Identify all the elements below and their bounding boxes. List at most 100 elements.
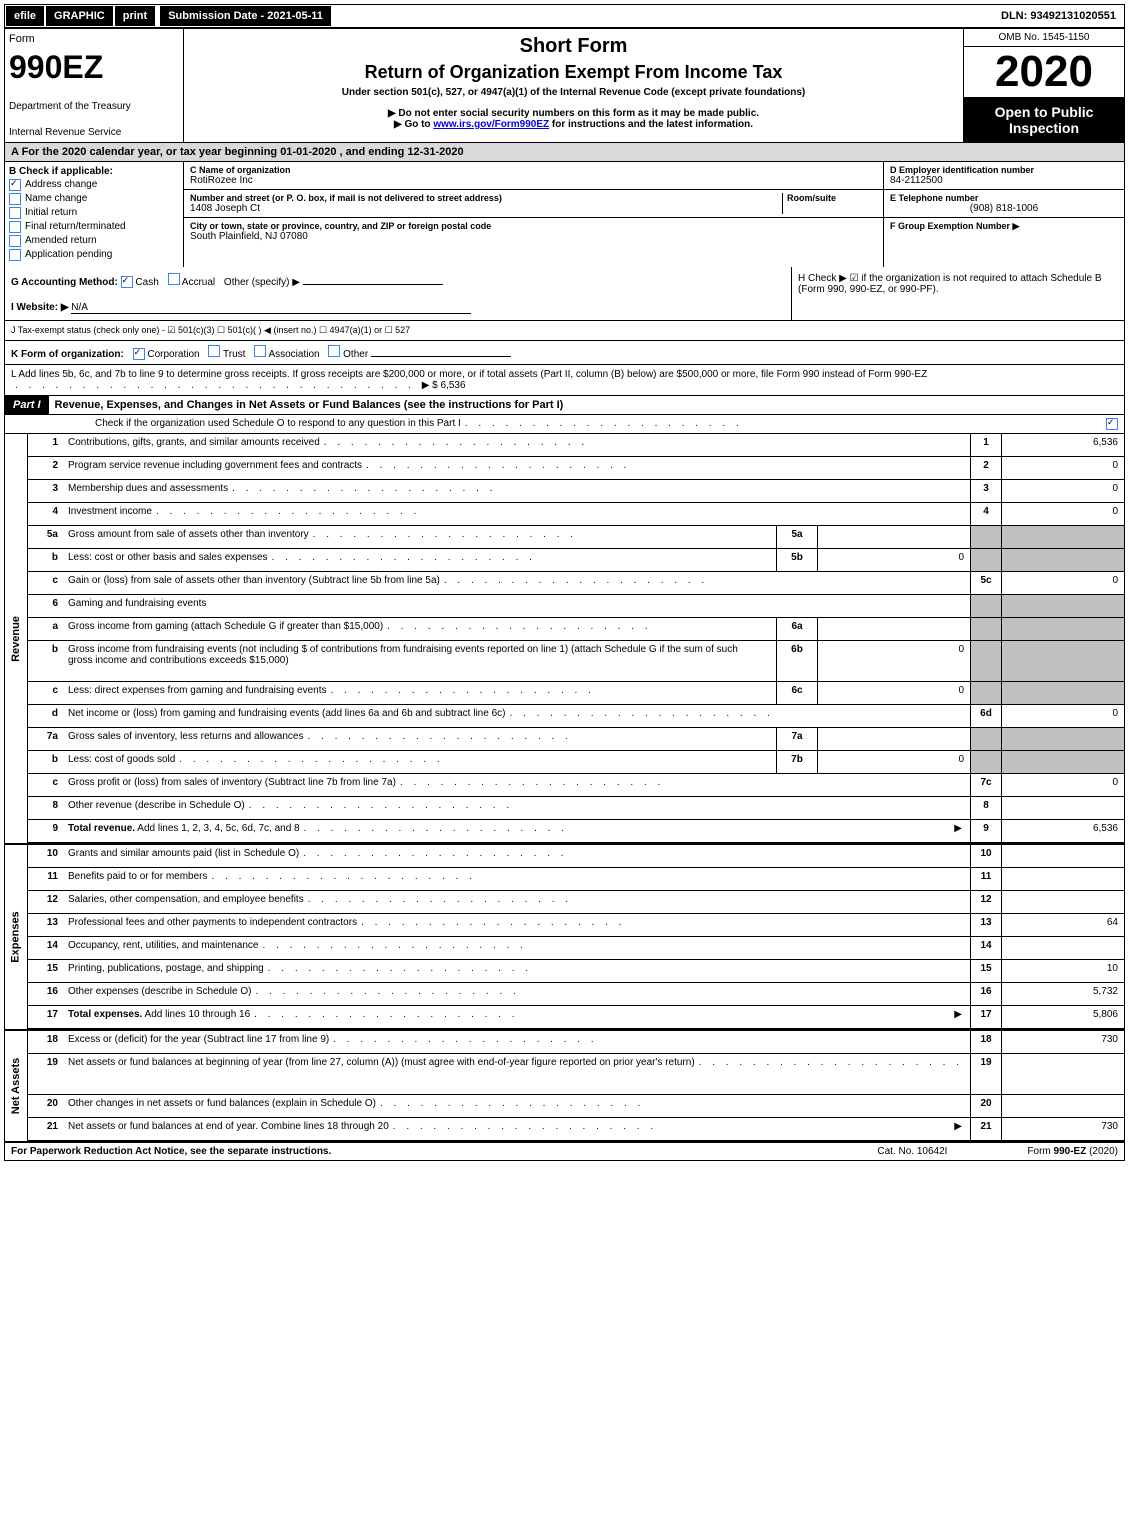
inner-val-5a <box>818 526 970 548</box>
footer-cat: Cat. No. 10642I <box>877 1146 947 1157</box>
chk-address-change[interactable] <box>9 179 21 191</box>
chk-name-change[interactable] <box>9 193 21 205</box>
chk-final-return[interactable] <box>9 221 21 233</box>
line-no: 11 <box>28 868 64 890</box>
form-number: 990EZ <box>9 49 179 86</box>
line-desc: Gaming and fundraising events <box>64 595 970 617</box>
line-6: 6Gaming and fundraising events <box>28 595 1124 618</box>
group-label: F Group Exemption Number ▶ <box>890 221 1118 232</box>
g-other-field[interactable] <box>303 284 443 285</box>
print-button[interactable]: print <box>114 5 156 27</box>
k-trust: Trust <box>223 349 245 360</box>
inner-box-5b: 5b <box>776 549 818 571</box>
g-acct-label: G Accounting Method: <box>11 277 118 288</box>
amt-col: 10 <box>1001 960 1124 982</box>
num-col: 8 <box>970 797 1001 819</box>
k-other: Other <box>343 349 368 360</box>
part1-check-row: Check if the organization used Schedule … <box>4 415 1125 434</box>
efile-button[interactable]: efile <box>5 5 45 27</box>
line-15: 15Printing, publications, postage, and s… <box>28 960 1124 983</box>
inner-val-7b: 0 <box>818 751 970 773</box>
line-desc: Net assets or fund balances at end of ye… <box>64 1118 970 1140</box>
k-other-field[interactable] <box>371 356 511 357</box>
line-desc: Gross amount from sale of assets other t… <box>64 526 776 548</box>
line-desc: Membership dues and assessments. . . . .… <box>64 480 970 502</box>
line-desc: Other expenses (describe in Schedule O).… <box>64 983 970 1005</box>
line-desc: Other revenue (describe in Schedule O). … <box>64 797 970 819</box>
num-col: 19 <box>970 1054 1001 1094</box>
k-corp: Corporation <box>147 349 199 360</box>
amt-col: 6,536 <box>1001 434 1124 456</box>
line-no: 20 <box>28 1095 64 1117</box>
line-no: b <box>28 751 64 773</box>
chk-corp[interactable] <box>133 348 145 360</box>
line-no: 19 <box>28 1054 64 1094</box>
amt-col <box>1001 549 1124 571</box>
chk-application-pending[interactable] <box>9 249 21 261</box>
line-9: 9Total revenue. Add lines 1, 2, 3, 4, 5c… <box>28 820 1124 843</box>
inspect-1: Open to Public <box>970 104 1118 120</box>
k-label: K Form of organization: <box>11 349 124 360</box>
b-item-2: Initial return <box>25 207 77 219</box>
amt-col <box>1001 595 1124 617</box>
line-no: c <box>28 774 64 796</box>
num-col <box>970 728 1001 750</box>
chk-assoc[interactable] <box>254 345 266 357</box>
arrow-icon: ▶ <box>954 1121 962 1132</box>
line-17: 17Total expenses. Add lines 10 through 1… <box>28 1006 1124 1029</box>
chk-cash[interactable] <box>121 276 133 288</box>
chk-amended-return[interactable] <box>9 235 21 247</box>
amt-col <box>1001 1095 1124 1117</box>
main-title: Return of Organization Exempt From Incom… <box>190 62 957 83</box>
inner-val-5b: 0 <box>818 549 970 571</box>
line-16: 16Other expenses (describe in Schedule O… <box>28 983 1124 1006</box>
form-header: Form 990EZ Department of the Treasury In… <box>4 28 1125 143</box>
irs-link[interactable]: www.irs.gov/Form990EZ <box>433 119 549 130</box>
open-inspection: Open to Public Inspection <box>964 98 1124 142</box>
revenue-table: Revenue 1Contributions, gifts, grants, a… <box>4 434 1125 843</box>
line-desc: Net income or (loss) from gaming and fun… <box>64 705 970 727</box>
chk-trust[interactable] <box>208 345 220 357</box>
side-netassets: Net Assets <box>5 1031 28 1141</box>
line-no: 1 <box>28 434 64 456</box>
col-b: B Check if applicable: Address change Na… <box>5 162 184 267</box>
side-revenue: Revenue <box>5 434 28 843</box>
amt-col <box>1001 937 1124 959</box>
col-d: D Employer identification number 84-2112… <box>883 162 1124 267</box>
num-col: 2 <box>970 457 1001 479</box>
amt-col <box>1001 797 1124 819</box>
inner-box-6b: 6b <box>776 641 818 681</box>
num-col: 20 <box>970 1095 1001 1117</box>
b-item-5: Application pending <box>25 249 112 261</box>
part1-label: Part I <box>5 396 49 414</box>
chk-initial-return[interactable] <box>9 207 21 219</box>
goto-line: ▶ Go to www.irs.gov/Form990EZ for instru… <box>190 119 957 130</box>
line-a: aGross income from gaming (attach Schedu… <box>28 618 1124 641</box>
num-col: 3 <box>970 480 1001 502</box>
line-13: 13Professional fees and other payments t… <box>28 914 1124 937</box>
l-text: L Add lines 5b, 6c, and 7b to line 9 to … <box>11 369 927 380</box>
line-desc: Gross sales of inventory, less returns a… <box>64 728 776 750</box>
chk-schedule-o[interactable] <box>1106 418 1118 430</box>
chk-other-org[interactable] <box>328 345 340 357</box>
tax-year: 2020 <box>964 47 1124 98</box>
g-left: G Accounting Method: Cash Accrual Other … <box>5 267 791 320</box>
line-desc: Gross income from gaming (attach Schedul… <box>64 618 776 640</box>
amt-col: 64 <box>1001 914 1124 936</box>
line-no: 16 <box>28 983 64 1005</box>
header-left: Form 990EZ Department of the Treasury In… <box>5 29 184 142</box>
line-1: 1Contributions, gifts, grants, and simil… <box>28 434 1124 457</box>
org-address: 1408 Joseph Ct <box>190 203 782 214</box>
amt-col <box>1001 891 1124 913</box>
line-desc: Less: direct expenses from gaming and fu… <box>64 682 776 704</box>
line-no: 12 <box>28 891 64 913</box>
graphic-button[interactable]: GRAPHIC <box>45 5 114 27</box>
num-col: 13 <box>970 914 1001 936</box>
num-col: 21 <box>970 1118 1001 1140</box>
room-label: Room/suite <box>787 193 877 203</box>
line-no: 10 <box>28 845 64 867</box>
row-l: L Add lines 5b, 6c, and 7b to line 9 to … <box>4 365 1125 396</box>
line-20: 20Other changes in net assets or fund ba… <box>28 1095 1124 1118</box>
line-7a: 7aGross sales of inventory, less returns… <box>28 728 1124 751</box>
chk-accrual[interactable] <box>168 273 180 285</box>
